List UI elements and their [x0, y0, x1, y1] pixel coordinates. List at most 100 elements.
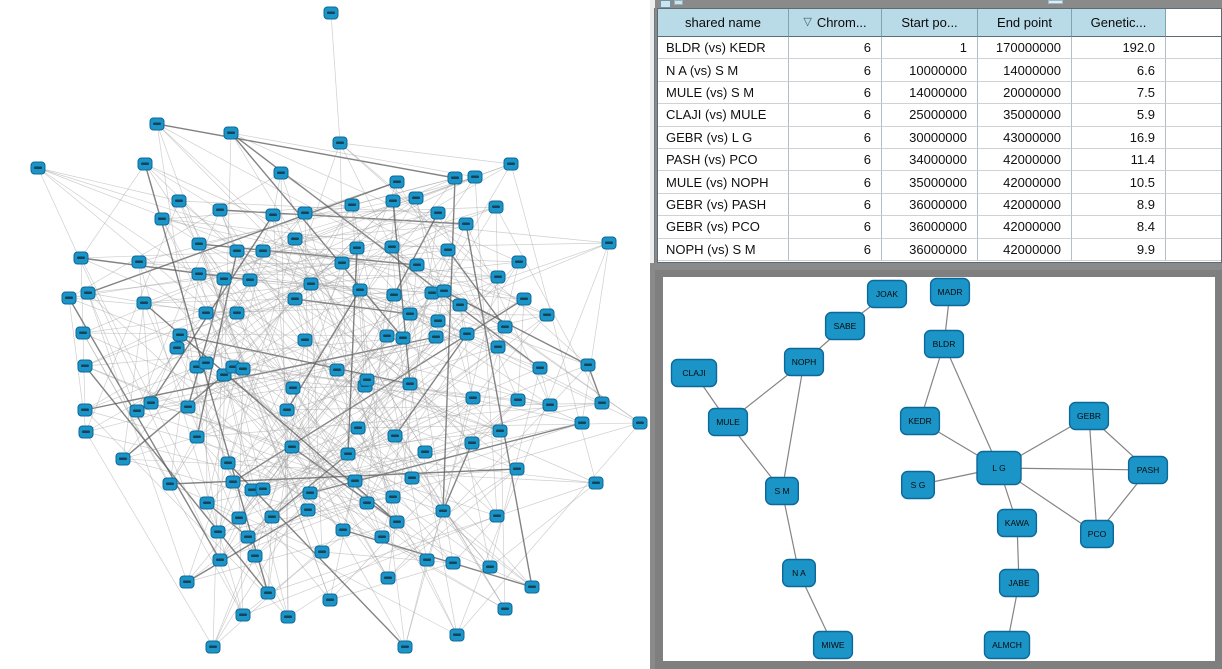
table-cell-start[interactable]: 30000000: [882, 126, 978, 149]
table-cell-start[interactable]: 36000000: [882, 193, 978, 217]
network-node[interactable]: [447, 171, 463, 185]
subnetwork-node[interactable]: JABE: [998, 568, 1040, 598]
network-node[interactable]: [235, 362, 251, 376]
network-node[interactable]: [509, 462, 525, 476]
network-node[interactable]: [532, 361, 548, 375]
table-cell-end[interactable]: 43000000: [978, 126, 1072, 149]
table-cell-end[interactable]: 35000000: [978, 104, 1072, 127]
table-cell-end[interactable]: 170000000: [978, 37, 1072, 60]
table-cell-name[interactable]: GEBR (vs) L G: [658, 126, 789, 149]
subnetwork-node[interactable]: N A: [781, 558, 816, 588]
network-node[interactable]: [510, 393, 526, 407]
table-cell-name[interactable]: MULE (vs) NOPH: [658, 171, 789, 194]
table-cell-start[interactable]: 36000000: [882, 216, 978, 239]
network-node[interactable]: [216, 272, 232, 286]
network-node[interactable]: [344, 198, 360, 212]
subnetwork-node[interactable]: L G: [976, 450, 1022, 486]
network-node[interactable]: [497, 320, 513, 334]
table-row[interactable]: MULE (vs) NOPH 6 35000000 42000000 10.5: [658, 171, 1221, 194]
table-cell-start[interactable]: 1: [882, 37, 978, 60]
network-node[interactable]: [80, 286, 96, 300]
network-node[interactable]: [430, 314, 446, 328]
network-node[interactable]: [279, 403, 295, 417]
network-node[interactable]: [220, 456, 236, 470]
network-node[interactable]: [436, 284, 452, 298]
network-node[interactable]: [334, 256, 350, 270]
table-cell-chrom[interactable]: 6: [789, 37, 882, 60]
table-row[interactable]: GEBR (vs) PASH 6 36000000 42000000 8.9: [658, 193, 1221, 217]
network-node[interactable]: [340, 447, 356, 461]
network-node[interactable]: [162, 477, 178, 491]
network-node[interactable]: [374, 530, 390, 544]
network-node[interactable]: [350, 421, 366, 435]
network-node[interactable]: [594, 396, 610, 410]
network-node[interactable]: [524, 580, 540, 594]
table-cell-name[interactable]: BLDR (vs) KEDR: [658, 37, 789, 60]
table-cell-start[interactable]: 14000000: [882, 81, 978, 105]
network-node[interactable]: [445, 556, 461, 570]
table-cell-chrom[interactable]: 6: [789, 104, 882, 127]
subnetwork-node[interactable]: PCO: [1080, 519, 1115, 549]
network-node[interactable]: [359, 496, 375, 510]
table-cell-end[interactable]: 42000000: [978, 238, 1072, 261]
network-node[interactable]: [385, 194, 401, 208]
table-cell-genetic[interactable]: 192.0: [1072, 37, 1166, 60]
network-node[interactable]: [210, 525, 226, 539]
network-node[interactable]: [131, 255, 147, 269]
network-node[interactable]: [489, 509, 505, 523]
network-node[interactable]: [452, 298, 468, 312]
network-node[interactable]: [449, 628, 465, 642]
network-node[interactable]: [30, 161, 46, 175]
network-node[interactable]: [75, 326, 91, 340]
table-cell-name[interactable]: NOPH (vs) S M: [658, 238, 789, 261]
network-node[interactable]: [154, 212, 170, 226]
network-node[interactable]: [297, 206, 313, 220]
network-node[interactable]: [323, 6, 339, 20]
subnetwork-node[interactable]: ALMCH: [983, 630, 1031, 660]
table-cell-chrom[interactable]: 6: [789, 216, 882, 239]
network-node[interactable]: [402, 307, 418, 321]
table-row[interactable]: MULE (vs) S M 6 14000000 20000000 7.5: [658, 81, 1221, 105]
network-node[interactable]: [380, 571, 396, 585]
network-node[interactable]: [136, 296, 152, 310]
network-node[interactable]: [464, 436, 480, 450]
network-node[interactable]: [492, 424, 508, 438]
network-node[interactable]: [260, 586, 276, 600]
network-node[interactable]: [242, 273, 258, 287]
table-cell-chrom[interactable]: 6: [789, 193, 882, 217]
table-cell-genetic[interactable]: 5.9: [1072, 104, 1166, 127]
network-node[interactable]: [189, 430, 205, 444]
table-cell-end[interactable]: 42000000: [978, 148, 1072, 172]
network-node[interactable]: [387, 429, 403, 443]
table-cell-start[interactable]: 25000000: [882, 104, 978, 127]
subnetwork-node[interactable]: KEDR: [899, 406, 941, 436]
network-node[interactable]: [240, 530, 256, 544]
network-node[interactable]: [73, 251, 89, 265]
table-cell-end[interactable]: 42000000: [978, 216, 1072, 239]
network-node[interactable]: [297, 333, 313, 347]
subnetwork-node[interactable]: CLAJI: [670, 358, 718, 388]
network-node[interactable]: [172, 328, 188, 342]
network-node[interactable]: [397, 640, 413, 654]
table-cell-end[interactable]: 42000000: [978, 171, 1072, 194]
table-cell-start[interactable]: 10000000: [882, 59, 978, 82]
subnetwork-node[interactable]: MULE: [707, 407, 749, 437]
network-node[interactable]: [574, 416, 590, 430]
subnetwork-node[interactable]: PASH: [1127, 455, 1169, 485]
network-node[interactable]: [384, 240, 400, 254]
col-header-shared-name[interactable]: shared name: [658, 9, 789, 37]
network-node[interactable]: [632, 416, 648, 430]
network-node[interactable]: [329, 363, 345, 377]
table-cell-genetic[interactable]: 16.9: [1072, 126, 1166, 149]
subnetwork-node[interactable]: JOAK: [866, 279, 908, 309]
network-node[interactable]: [229, 306, 245, 320]
table-row[interactable]: BLDR (vs) KEDR 6 1 170000000 192.0: [658, 37, 1221, 60]
table-cell-name[interactable]: MULE (vs) S M: [658, 81, 789, 105]
network-node[interactable]: [77, 359, 93, 373]
network-node[interactable]: [191, 267, 207, 281]
subnetwork-node[interactable]: S M: [764, 476, 799, 506]
table-cell-chrom[interactable]: 6: [789, 59, 882, 82]
network-node[interactable]: [539, 308, 555, 322]
col-header-genetic[interactable]: Genetic...: [1072, 9, 1166, 37]
subnetwork-edge[interactable]: [998, 467, 1149, 471]
